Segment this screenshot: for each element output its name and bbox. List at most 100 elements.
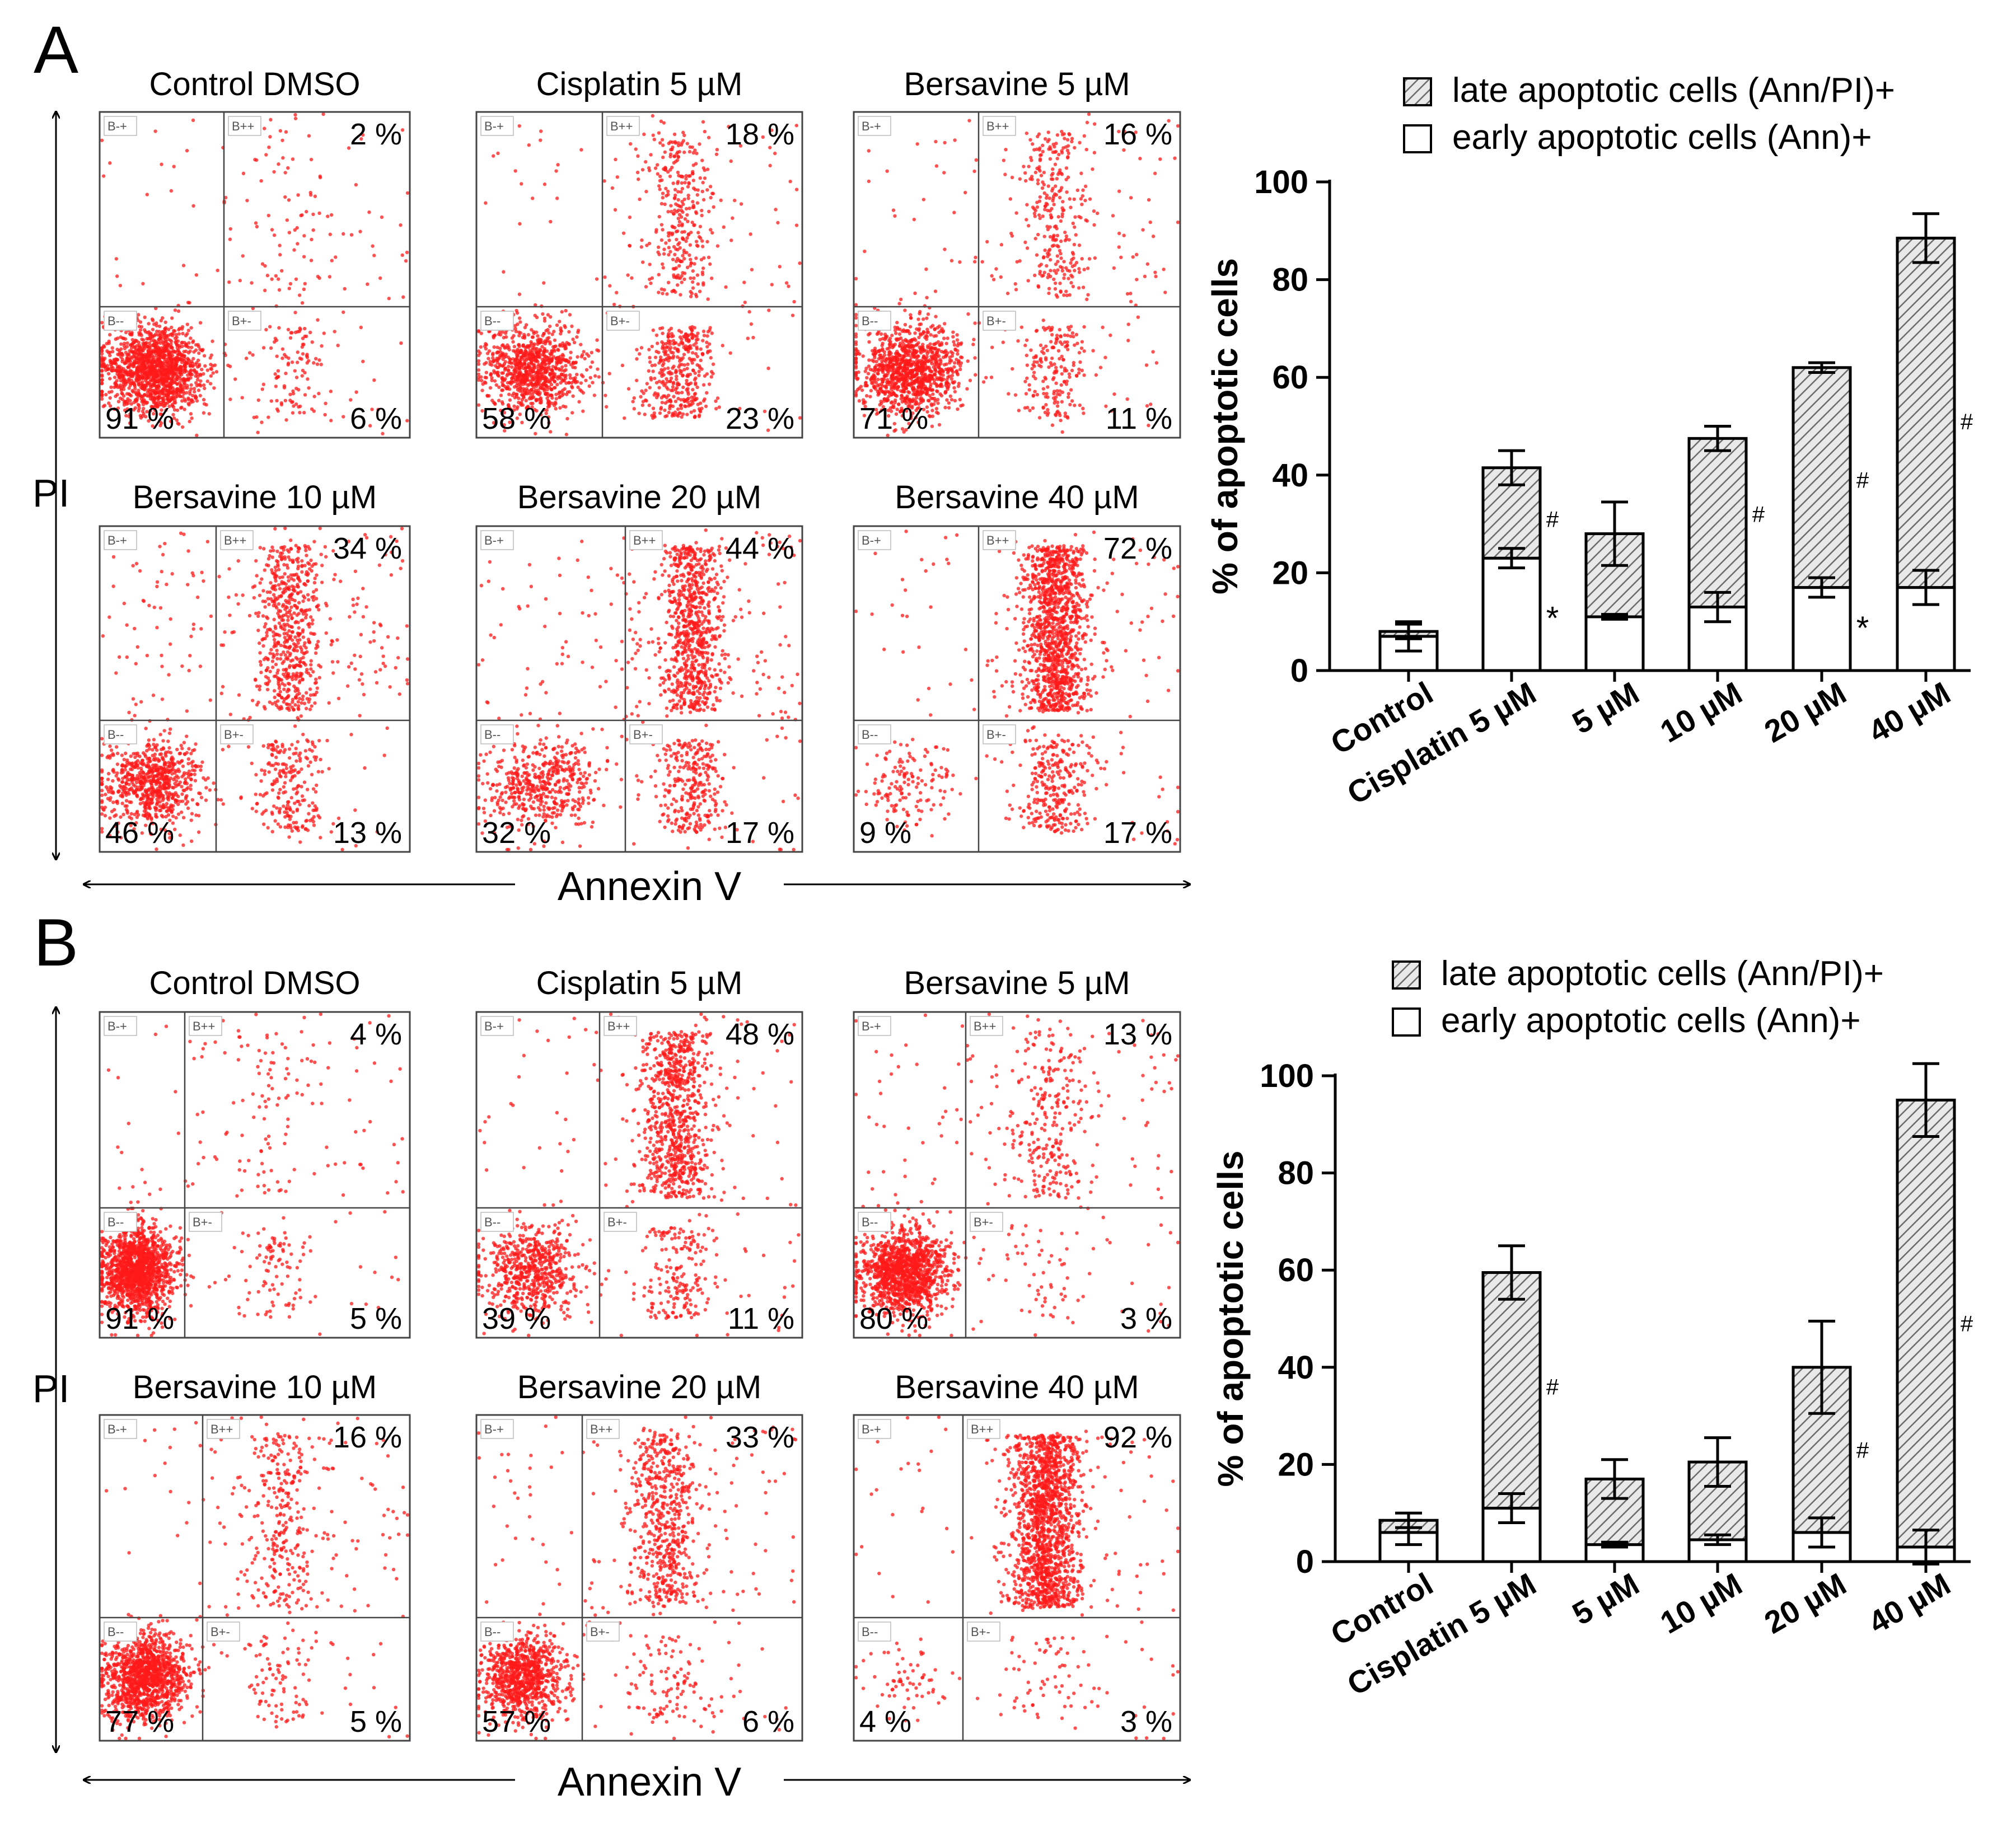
event-dot [281,347,284,350]
event-dot [303,327,306,330]
event-dot [311,213,315,216]
event-dot [303,282,307,285]
event-dot [264,328,268,331]
event-dot [196,378,199,381]
event-dot [290,400,293,404]
event-dot [187,329,190,332]
event-dot [188,420,191,423]
event-dot [121,376,124,379]
event-dot [302,288,306,291]
event-dot [209,374,213,378]
event-dot [269,346,273,350]
event-dot [186,322,189,326]
event-dot [180,406,183,409]
event-dot [163,327,166,330]
event-dot [281,156,284,160]
event-dot [297,388,300,391]
event-dot [261,387,264,391]
event-dot [305,335,308,338]
event-dot [141,386,144,390]
event-dot [138,367,142,370]
event-dot [194,348,198,352]
event-dot [141,282,144,285]
event-dot [107,391,111,394]
event-dot [169,333,172,336]
event-dot [294,331,297,334]
event-dot [270,278,273,281]
event-dot [177,310,180,313]
event-dot [226,364,230,367]
event-dot [155,324,158,327]
event-dot [119,372,122,375]
event-dot [152,374,155,377]
event-dot [276,409,279,413]
event-dot [292,392,295,395]
event-dot [188,392,191,396]
event-dot [139,328,142,331]
event-dot [343,287,347,290]
event-dot [119,396,122,400]
event-dot [140,338,143,341]
event-dot [280,139,284,142]
event-dot [306,361,309,364]
event-dot [274,385,278,388]
event-dot [100,346,104,350]
event-dot [180,341,184,344]
event-dot [283,195,287,199]
event-dot [149,350,153,353]
event-dot [158,374,162,378]
event-dot [255,415,258,419]
event-dot [135,369,138,373]
event-dot [110,365,113,368]
event-dot [155,330,158,333]
event-dot [179,364,182,368]
event-dot [175,372,178,376]
event-dot [135,344,139,347]
event-dot [202,398,205,401]
event-dot [190,346,193,349]
event-dot [401,254,404,257]
event-dot [101,378,104,382]
event-dot [115,393,119,396]
event-dot [317,358,321,362]
event-dot [193,387,196,390]
event-dot [194,343,198,346]
event-dot [124,381,127,384]
event-dot [152,343,155,346]
event-dot [291,411,294,414]
event-dot [163,354,167,357]
event-dot [176,392,180,396]
event-dot [108,377,111,380]
event-dot [185,362,188,365]
event-dot [189,412,193,415]
event-dot [193,368,196,372]
event-dot [160,335,163,338]
event-dot [119,383,122,387]
event-dot [189,383,193,387]
event-dot [307,386,310,390]
event-dot [295,376,298,379]
event-dot [195,361,198,364]
event-dot [157,395,160,399]
event-dot [296,350,300,354]
event-dot [295,226,298,229]
event-dot [119,343,123,346]
event-dot [162,379,165,382]
event-dot [324,402,327,405]
event-dot [135,358,138,362]
event-dot [280,357,284,360]
event-dot [116,353,119,356]
event-dot [133,355,136,359]
event-dot [148,383,152,387]
event-dot [152,390,156,393]
event-dot [151,318,155,322]
event-dot [284,372,287,375]
event-dot [167,327,170,331]
event-dot [197,364,200,368]
event-dot [182,350,185,353]
event-dot [191,204,195,208]
event-dot [183,397,186,401]
event-dot [190,416,193,420]
event-dot [314,357,317,360]
event-dot [229,227,232,231]
